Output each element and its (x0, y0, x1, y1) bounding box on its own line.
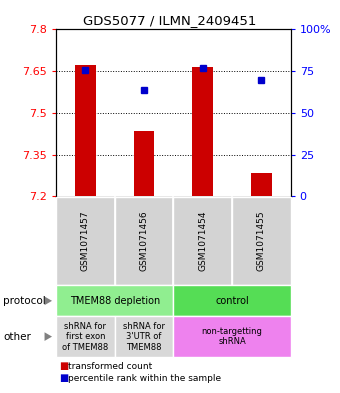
Text: control: control (215, 296, 249, 306)
Bar (251, 173, 272, 196)
Text: other: other (3, 332, 31, 342)
Bar (75, 65, 96, 196)
Text: ■: ■ (59, 373, 69, 383)
Text: GSM1071456: GSM1071456 (140, 211, 149, 271)
Text: GSM1071457: GSM1071457 (81, 211, 90, 271)
Text: TMEM88 depletion: TMEM88 depletion (70, 296, 160, 306)
Text: GSM1071455: GSM1071455 (257, 211, 266, 271)
Text: percentile rank within the sample: percentile rank within the sample (68, 374, 221, 382)
Text: transformed count: transformed count (68, 362, 152, 371)
Text: shRNA for
3'UTR of
TMEM88: shRNA for 3'UTR of TMEM88 (123, 322, 165, 351)
Text: GSM1071454: GSM1071454 (198, 211, 207, 271)
Text: shRNA for
first exon
of TMEM88: shRNA for first exon of TMEM88 (62, 322, 108, 351)
Text: ■: ■ (59, 361, 69, 371)
Text: GDS5077 / ILMN_2409451: GDS5077 / ILMN_2409451 (83, 14, 257, 27)
Bar (134, 131, 154, 196)
Text: protocol: protocol (3, 296, 46, 306)
Text: non-targetting
shRNA: non-targetting shRNA (202, 327, 262, 346)
Bar (192, 67, 213, 196)
